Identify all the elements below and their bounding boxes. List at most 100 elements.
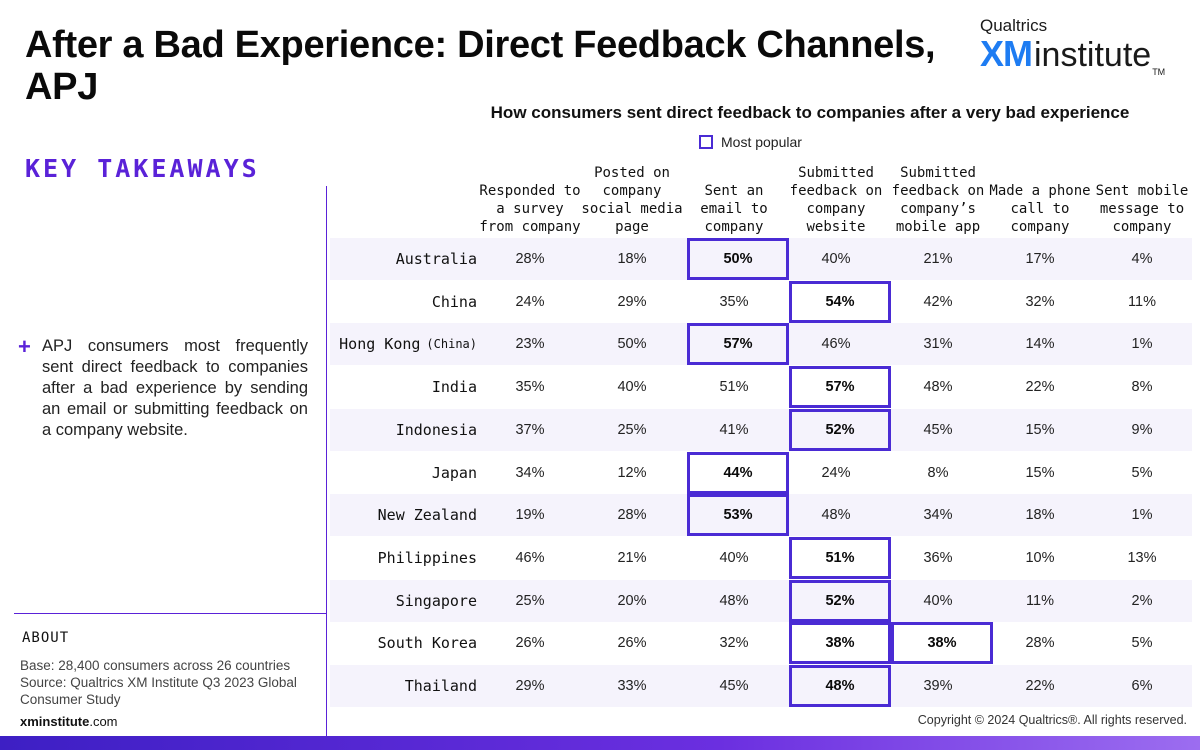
table-cell: 36% (923, 549, 953, 566)
table-cell: 15% (1025, 421, 1055, 438)
bottom-gradient-bar (0, 736, 1200, 750)
table-cell-most-popular: 54% (789, 280, 891, 323)
table-cell: 31% (923, 336, 953, 353)
row-label-text: China (431, 292, 477, 311)
table-cell: 34% (515, 464, 545, 481)
table-cell: 17% (1025, 251, 1055, 267)
table-cell: 10% (1025, 549, 1055, 566)
row-label: Australia (330, 238, 478, 280)
table-cell: 50% (617, 336, 647, 353)
page-title: After a Bad Experience: Direct Feedback … (25, 24, 936, 108)
column-header: Made a phone call to company (989, 183, 1091, 235)
column-header: Sent an email to company (700, 183, 768, 235)
horizontal-divider (14, 613, 326, 614)
table-cell: 48% (719, 592, 749, 609)
table-cell: 34% (923, 507, 953, 524)
legend: Most popular (699, 134, 802, 150)
table-cell-most-popular: 50% (687, 238, 789, 280)
logo-xm-text: XM (980, 33, 1033, 74)
table-cell: 40% (719, 549, 749, 566)
legend-label: Most popular (721, 134, 802, 150)
table-cell: 20% (617, 592, 647, 609)
table-cell: 33% (617, 678, 647, 694)
table-cell: 6% (1131, 678, 1153, 694)
table-cell: 5% (1131, 464, 1153, 481)
table-cell: 1% (1131, 507, 1153, 524)
table-cell: 1% (1131, 336, 1153, 353)
legend-swatch-icon (699, 135, 713, 149)
table-cell: 32% (1025, 293, 1055, 310)
table-cell: 14% (1025, 336, 1055, 353)
table-cell: 26% (617, 635, 647, 652)
about-text: Base: 28,400 consumers across 26 countri… (20, 657, 320, 708)
table-cell: 13% (1127, 549, 1157, 566)
row-label: China (330, 281, 478, 323)
table-cell-most-popular: 52% (789, 408, 891, 451)
qualtrics-xm-institute-logo: Qualtrics XM institute TM (980, 16, 1180, 90)
key-takeaways-heading: KEY TAKEAWAYS (25, 154, 260, 183)
table-cell-most-popular: 38% (789, 622, 891, 665)
column-header: Submitted feedback on company’s mobile a… (891, 165, 985, 235)
site-name-bold: xminstitute (20, 714, 90, 729)
table-cell: 28% (617, 507, 647, 524)
table-cell-most-popular: 51% (789, 536, 891, 579)
about-heading: ABOUT (22, 630, 70, 646)
table-cell: 26% (515, 635, 545, 652)
row-label: India (330, 366, 478, 408)
table-cell: 45% (719, 678, 749, 694)
table-cell: 11% (1128, 293, 1156, 310)
row-label: Indonesia (330, 409, 478, 451)
row-label-text: India (431, 378, 477, 397)
row-label-text: Hong Kong (339, 335, 421, 354)
site-link[interactable]: xminstitute.com (20, 714, 118, 729)
table-cell: 2% (1131, 592, 1153, 609)
row-label: Japan (330, 452, 478, 494)
table-cell: 29% (617, 293, 647, 310)
table-cell: 35% (719, 293, 749, 310)
table-cell: 23% (515, 336, 545, 353)
table-cell: 28% (515, 251, 545, 267)
table-cell: 5% (1131, 635, 1153, 652)
row-label-text: Australia (395, 250, 477, 268)
table-cell: 21% (617, 549, 647, 566)
table-cell: 51% (719, 379, 749, 396)
column-header: Sent mobile message to company (1095, 183, 1189, 235)
table-cell: 46% (515, 549, 545, 566)
plus-icon: + (18, 334, 31, 359)
row-label: Hong Kong (China) (330, 323, 478, 365)
table-cell: 4% (1131, 251, 1153, 267)
takeaway-text: APJ consumers most frequently sent direc… (42, 337, 308, 439)
table-cell-most-popular: 48% (789, 665, 891, 707)
column-header: Posted on company social media page (581, 165, 683, 235)
table-row (330, 323, 1192, 366)
table-cell: 18% (1025, 507, 1055, 524)
table-cell: 8% (927, 464, 949, 481)
copyright: Copyright © 2024 Qualtrics®. All rights … (917, 713, 1187, 727)
table-row (330, 579, 1192, 622)
table-cell: 48% (923, 379, 953, 396)
chart-title: How consumers sent direct feedback to co… (490, 103, 1130, 122)
table-cell: 21% (923, 251, 953, 267)
row-label-text: Philippines (377, 548, 477, 567)
row-label-text: Singapore (395, 591, 477, 610)
row-label: Singapore (330, 580, 478, 622)
table-cell: 39% (923, 678, 953, 694)
table-cell: 22% (1025, 379, 1055, 396)
table-cell: 9% (1131, 421, 1153, 438)
table-cell: 35% (515, 379, 545, 396)
table-cell: 29% (515, 678, 545, 694)
table-cell: 18% (617, 251, 647, 267)
row-label: South Korea (330, 622, 478, 664)
table-cell: 11% (1026, 592, 1054, 609)
row-label: Thailand (330, 665, 478, 707)
table-cell: 22% (1025, 678, 1055, 694)
table-cell-most-popular: 44% (687, 451, 789, 494)
row-label-text: New Zealand (377, 506, 477, 525)
table-cell: 24% (821, 464, 851, 481)
table-cell: 24% (515, 293, 545, 310)
row-label-text: Japan (431, 463, 477, 482)
table-cell: 8% (1131, 379, 1153, 396)
row-label: New Zealand (330, 494, 478, 536)
table-cell: 15% (1025, 464, 1055, 481)
table-cell: 42% (923, 293, 953, 310)
